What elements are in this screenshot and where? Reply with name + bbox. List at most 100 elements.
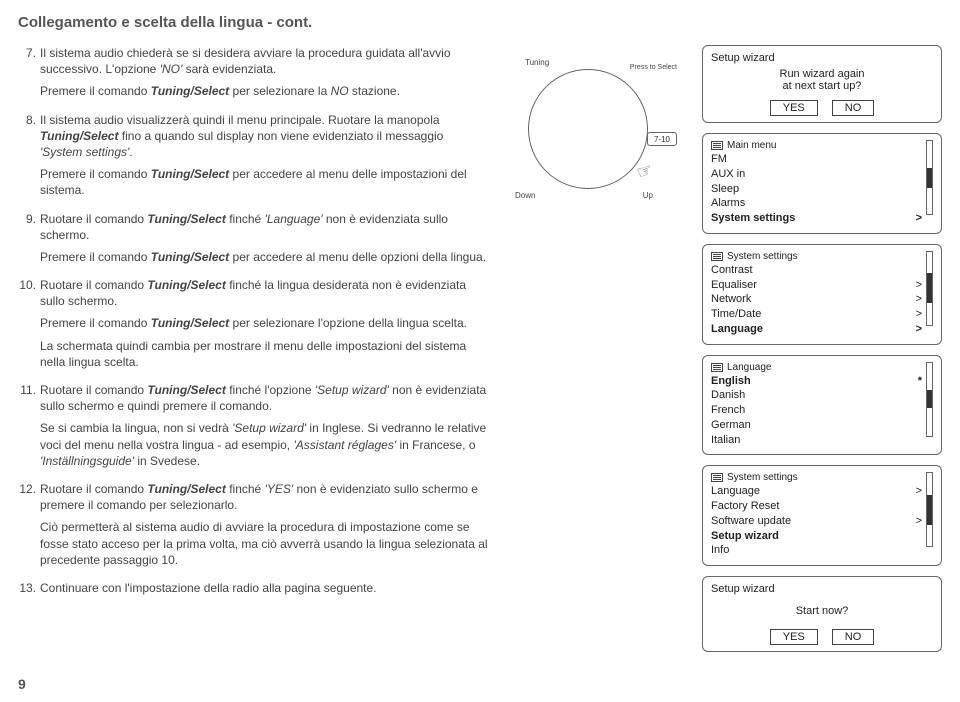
menu-icon [711,141,723,150]
step-paragraph: Premere il comando Tuning/Select per sel… [40,315,488,331]
step-body: Ruotare il comando Tuning/Select finché … [40,382,488,475]
menu-item-label: French [711,404,745,418]
menu-item[interactable]: Language > [711,323,922,338]
yes-button[interactable]: YES [770,100,818,116]
step-number: 12. [18,481,40,574]
menu-item[interactable]: Setup wizard [711,530,922,545]
step-body: Continuare con l'impostazione della radi… [40,580,377,602]
yes-button[interactable]: YES [770,629,818,645]
step-paragraph: Ciò permetterà al sistema audio di avvia… [40,519,488,568]
menu-item-label: Setup wizard [711,530,779,544]
menu-item-label: Italian [711,434,740,448]
menu-item-label: Contrast [711,264,753,278]
menu-item[interactable]: French [711,404,922,419]
chevron-right-icon: > [916,308,922,322]
menu-item[interactable]: Sleep [711,183,922,198]
menu-item-label: English [711,375,751,389]
step-item: 11.Ruotare il comando Tuning/Select finc… [18,382,488,475]
step-paragraph: Il sistema audio chiederà se si desidera… [40,45,488,77]
dial-label-press: Press to Select [630,64,677,71]
menu-item[interactable]: Network > [711,293,922,308]
tuning-dial: Tuning Press to Select Down Up 7-10 ☞ [528,69,648,189]
menu-item[interactable]: Time/Date > [711,308,922,323]
star-icon: * [918,375,922,389]
menu-item[interactable]: Software update> [711,515,922,530]
menu-header: System settings [711,472,922,483]
menu-item-label: Time/Date [711,308,761,322]
menu-icon [711,473,723,482]
step-paragraph: Premere il comando Tuning/Select per acc… [40,249,488,265]
wizard-line: Start now? [711,605,933,617]
menu-item-label: Equaliser [711,279,757,293]
step-paragraph: La schermata quindi cambia per mostrare … [40,338,488,370]
step-item: 9.Ruotare il comando Tuning/Select finch… [18,211,488,272]
step-item: 7.Il sistema audio chiederà se si deside… [18,45,488,106]
chevron-right-icon: > [916,293,922,307]
menu-item[interactable]: Alarms [711,197,922,212]
menu-header-text: System settings [727,472,798,483]
step-number: 7. [18,45,40,106]
page-heading: Collegamento e scelta della lingua - con… [18,14,942,31]
menu-item[interactable]: Language> [711,485,922,500]
scrollbar[interactable] [926,251,933,326]
menu-item[interactable]: Info [711,544,922,559]
menu-header: Language [711,362,922,373]
dial-step-range: 7-10 [647,132,677,146]
menu-item-label: System settings [711,212,795,226]
dial-column: Tuning Press to Select Down Up 7-10 ☞ [488,45,688,662]
screen-setup-wizard-2: Setup wizard Start now? YES NO [702,576,942,652]
screen-system-settings-2: System settings Language>Factory ResetSof… [702,465,942,566]
menu-item[interactable]: Italian [711,434,922,449]
page-number: 9 [18,676,26,692]
menu-item-label: Danish [711,389,745,403]
chevron-right-icon: > [916,279,922,293]
menu-item[interactable]: German [711,419,922,434]
menu-item-label: Network [711,293,751,307]
step-paragraph: Ruotare il comando Tuning/Select finché … [40,277,488,309]
menu-item[interactable]: English * [711,375,922,390]
menu-item[interactable]: FM [711,153,922,168]
step-paragraph: Premere il comando Tuning/Select per sel… [40,83,488,99]
scrollbar[interactable] [926,140,933,215]
menu-item[interactable]: Factory Reset [711,500,922,515]
scrollbar[interactable] [926,472,933,547]
menu-item-label: Factory Reset [711,500,779,514]
chevron-right-icon: > [916,485,922,499]
menu-header-text: Language [727,362,772,373]
menu-item[interactable]: Contrast [711,264,922,279]
step-number: 11. [18,382,40,475]
step-paragraph: Premere il comando Tuning/Select per acc… [40,166,488,198]
menu-item[interactable]: Equaliser > [711,279,922,294]
menu-header-text: System settings [727,251,798,262]
no-button[interactable]: NO [832,629,875,645]
menu-item[interactable]: AUX in [711,168,922,183]
chevron-right-icon: > [916,212,922,226]
menu-icon [711,363,723,372]
wizard-line: Run wizard again [711,68,933,80]
chevron-right-icon: > [916,515,922,529]
step-body: Ruotare il comando Tuning/Select finché … [40,211,488,272]
step-paragraph: Se si cambia la lingua, non si vedrà 'Se… [40,420,488,469]
screen-setup-wizard-1: Setup wizard Run wizard again at next st… [702,45,942,123]
wizard-line: at next start up? [711,80,933,92]
menu-item-label: Language [711,323,763,337]
menu-item[interactable]: System settings > [711,212,922,227]
dial-label-tuning: Tuning [525,58,549,67]
menu-item-label: Info [711,544,729,558]
menu-item-label: Alarms [711,197,745,211]
menu-item-label: AUX in [711,168,745,182]
step-paragraph: Ruotare il comando Tuning/Select finché … [40,481,488,513]
step-number: 9. [18,211,40,272]
step-body: Ruotare il comando Tuning/Select finché … [40,481,488,574]
step-number: 13. [18,580,40,602]
scrollbar[interactable] [926,362,933,437]
menu-item-label: Sleep [711,183,739,197]
steps-column: 7.Il sistema audio chiederà se si deside… [18,45,488,662]
menu-header-text: Main menu [727,140,776,151]
step-paragraph: Il sistema audio visualizzerà quindi il … [40,112,488,161]
step-body: Ruotare il comando Tuning/Select finché … [40,277,488,376]
chevron-right-icon: > [916,323,922,337]
no-button[interactable]: NO [832,100,875,116]
menu-item[interactable]: Danish [711,389,922,404]
step-item: 12.Ruotare il comando Tuning/Select finc… [18,481,488,574]
